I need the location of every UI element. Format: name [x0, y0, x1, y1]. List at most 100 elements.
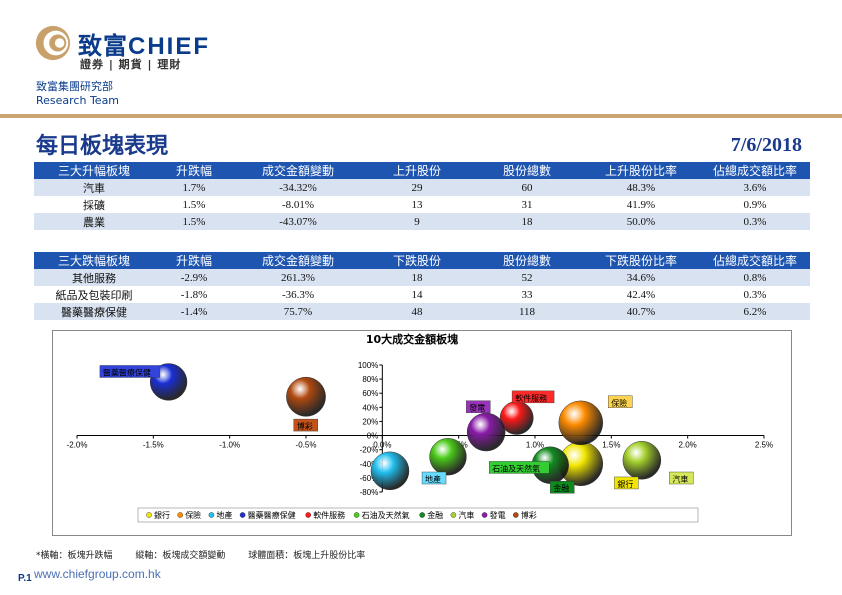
table-row: 其他服務 -2.9% 261.3% 18 52 34.6% 0.8%	[34, 269, 810, 286]
brand-tagline: 證券 | 期貨 | 理財	[80, 58, 182, 71]
table-header: 股份總數	[472, 162, 582, 179]
y-tick-label: -40%	[360, 460, 379, 469]
bubble-label-box	[511, 390, 555, 404]
table-cell: 13	[411, 198, 423, 211]
table-row: 採礦 1.5% -8.01% 13 31 41.9% 0.9%	[34, 196, 810, 213]
table-cell: 9	[362, 213, 472, 230]
table-cell: 農業	[34, 213, 154, 230]
bubble-label: 博彩	[297, 421, 313, 431]
table-cell: 14	[411, 288, 423, 301]
table-cell: 48	[362, 303, 472, 320]
header-divider	[0, 114, 842, 118]
legend-label: 保險	[185, 510, 201, 520]
bubble-label: 石油及天然氣	[492, 463, 540, 473]
bubble-label: 醫藥醫療保健	[103, 367, 151, 377]
table-cell: 50.0%	[582, 213, 700, 230]
legend-marker	[146, 512, 152, 518]
table-cell: 75.7%	[234, 303, 362, 320]
legend-label: 地產	[216, 510, 232, 520]
legend-label: 金融	[427, 510, 443, 520]
table-header: 佔總成交額比率	[700, 162, 810, 179]
x-tick-label: -0.5%	[296, 441, 317, 450]
table-header: 佔總成交額比率	[700, 252, 810, 269]
table-cell: 52	[472, 269, 582, 286]
bubble-發電	[466, 412, 506, 452]
legend-marker	[419, 512, 426, 518]
table-cell: 0.8%	[700, 269, 810, 286]
table-header: 三大跌幅板塊	[34, 252, 154, 269]
table-cell: 1.7%	[154, 179, 234, 196]
group-name-cn: 致富集團研究部	[36, 80, 113, 93]
x-tick-label: -1.0%	[219, 441, 240, 450]
table-cell: 其他服務	[34, 269, 154, 286]
brand-name: 致富CHIEF	[78, 26, 210, 61]
table-cell: 34.6%	[582, 269, 700, 286]
table-cell: 60	[472, 179, 582, 196]
table-cell: 18	[472, 213, 582, 230]
table-header: 升跌幅	[154, 162, 234, 179]
bubble-保險	[558, 400, 604, 446]
legend-marker	[239, 512, 246, 518]
table-cell: 6.2%	[700, 303, 810, 320]
table-cell: 1.5%	[154, 213, 234, 230]
table-cell: 33	[521, 288, 533, 301]
table-cell: -34.32%	[234, 179, 362, 196]
x-tick-label: 1.5%	[602, 441, 620, 450]
y-tick-label: -60%	[360, 474, 379, 483]
bubble-label: 發電	[469, 404, 485, 413]
table-cell: -8.01%	[281, 198, 315, 211]
table-cell: 0.3%	[700, 213, 810, 230]
bubble-chart: 10大成交金額板塊-2.0%-1.5%-1.0%-0.5%0.0%0.5%1.0…	[52, 330, 792, 536]
bubble-label: 保險	[611, 398, 627, 408]
y-tick-label: 40%	[362, 403, 378, 412]
table-cell: 31	[521, 198, 533, 211]
table-cell: 採礦	[83, 198, 105, 212]
brand-en: CHIEF	[128, 33, 210, 60]
legend-label: 發電	[490, 511, 506, 520]
table-cell: 汽車	[34, 179, 154, 196]
bubble-地產	[370, 451, 410, 491]
bubble-label-box	[99, 365, 161, 378]
table-header: 三大升幅板塊	[34, 162, 154, 179]
chart-frame	[52, 330, 792, 536]
y-tick-label: 80%	[362, 375, 378, 384]
x-tick-label: -2.0%	[67, 441, 88, 450]
table-cell: -36.3%	[281, 288, 315, 301]
x-tick-label: 2.5%	[755, 441, 773, 450]
report-date: 7/6/2018	[730, 134, 802, 156]
table-cell: 118	[472, 303, 582, 320]
table-cell: 41.9%	[626, 198, 656, 211]
table-cell: 42.4%	[626, 288, 656, 301]
table-header-row: 三大升幅板塊 升跌幅 成交金額變動 上升股份 股份總數 上升股份比率 佔總成交額…	[34, 162, 810, 179]
company-logo: 致富CHIEF 證券 | 期貨 | 理財	[34, 22, 234, 72]
company-logo-icon	[35, 25, 71, 61]
table-header: 上升股份比率	[582, 162, 700, 179]
table-cell: -1.4%	[154, 303, 234, 320]
table-cell: -1.8%	[180, 288, 208, 301]
y-tick-label: -20%	[360, 446, 379, 455]
y-tick-label: 100%	[358, 361, 378, 370]
legend-marker	[512, 512, 519, 518]
table-cell: 醫藥醫療保健	[34, 303, 154, 320]
group-name-en: Research Team	[36, 94, 120, 107]
y-tick-label: 0%	[367, 432, 379, 441]
y-tick-label: 20%	[362, 417, 378, 426]
y-tick-label: -80%	[360, 488, 379, 497]
axis-note: *橫軸：板塊升跌幅 縱軸：板塊成交額變動 球體面積：板塊上升股份比率	[36, 551, 366, 561]
table-cell: -2.9%	[154, 269, 234, 286]
legend-label: 石油及天然氣	[362, 510, 410, 520]
table-cell: 48.3%	[582, 179, 700, 196]
bubble-label-box	[614, 476, 639, 490]
bubble-汽車	[622, 441, 662, 480]
table-header: 成交金額變動	[234, 162, 362, 179]
table-cell: 0.9%	[743, 198, 767, 211]
table-cell: 40.7%	[582, 303, 700, 320]
bubble-label-box	[293, 418, 318, 432]
website-link[interactable]: www.chiefgroup.com.hk	[34, 567, 161, 581]
research-team: 致富集團研究部 Research Team	[36, 80, 119, 108]
table-header: 升跌幅	[154, 252, 234, 269]
table-cell: 261.3%	[234, 269, 362, 286]
table-cell: 3.6%	[700, 179, 810, 196]
legend-label: 軟件服務	[313, 510, 345, 520]
bubble-label: 軟件服務	[515, 393, 547, 403]
